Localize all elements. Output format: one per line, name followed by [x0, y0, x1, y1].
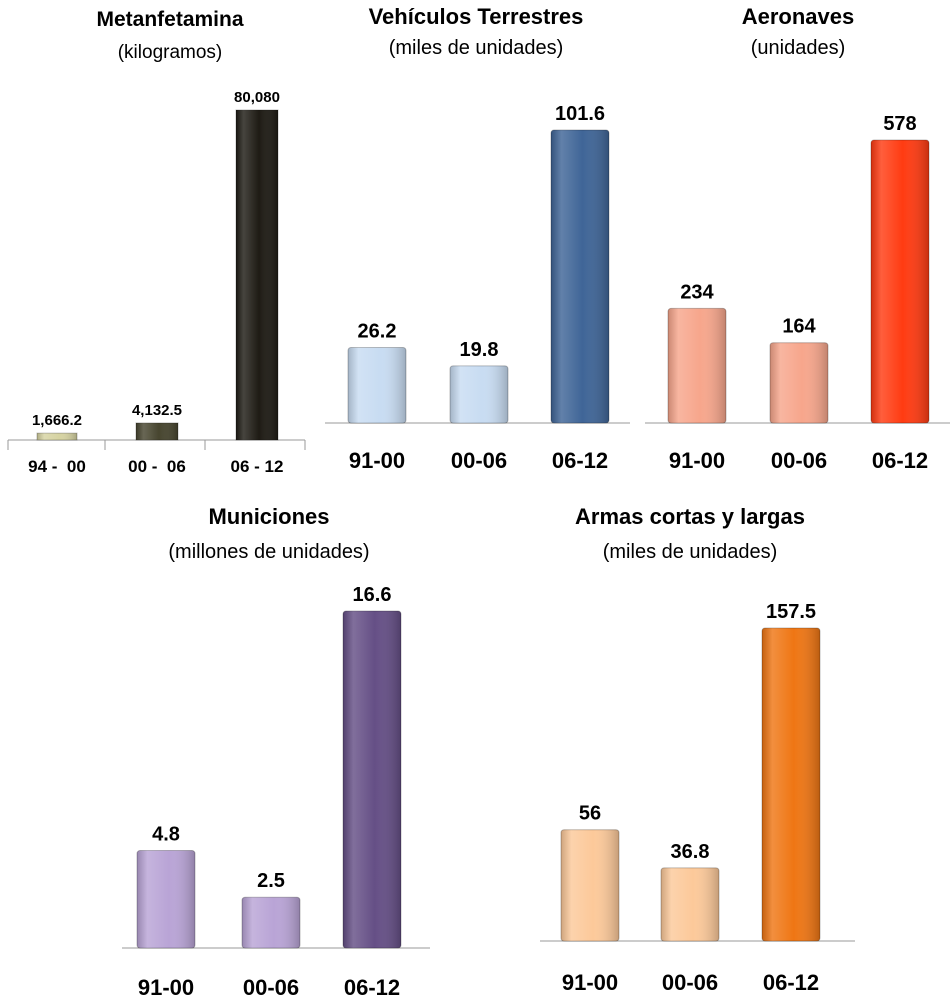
- category-label: 00-06: [243, 975, 299, 1000]
- bar-shading: [348, 347, 406, 423]
- value-label: 2.5: [257, 870, 285, 892]
- category-label: 06 - 12: [231, 457, 284, 476]
- bar-shading: [871, 140, 929, 423]
- chart-title: Vehículos Terrestres: [369, 4, 584, 29]
- bar-marks: 1,666.2 94 - 00 4,132.5 00 - 06 80,080 06 - 1…: [28, 89, 283, 476]
- value-label: 16.6: [353, 584, 392, 606]
- bar-marks: 26.2 91-00 19.8 00-06 101.6 06-12: [347, 103, 610, 473]
- category-label: 91-00: [138, 975, 194, 1000]
- bar-marks: 4.8 91-00 2.5 00-06 16.6 06-12: [136, 584, 402, 1000]
- category-label: 06-12: [872, 448, 928, 473]
- chart-title: Metanfetamina: [96, 8, 243, 31]
- chart-subtitle: (miles de unidades): [389, 37, 564, 59]
- value-label: 101.6: [555, 103, 605, 125]
- chart-municiones: Municiones (millones de unidades) 4.8 91-…: [122, 504, 430, 1000]
- chart-armas: Armas cortas y largas (miles de unidades…: [540, 504, 855, 995]
- chart-subtitle: (kilogramos): [118, 42, 223, 63]
- category-label: 06-12: [552, 448, 608, 473]
- chart-title: Armas cortas y largas: [575, 504, 805, 529]
- value-label: 157.5: [766, 601, 816, 623]
- category-label: 00-06: [451, 448, 507, 473]
- bar-shading: [343, 611, 401, 948]
- bar-shading: [37, 433, 77, 440]
- bar-shading: [551, 130, 609, 423]
- chart-aeronaves: Aeronaves (unidades) 234 91-00 164 00-06 578…: [645, 4, 950, 473]
- bar-shading: [762, 628, 820, 941]
- bar-shading: [242, 897, 300, 948]
- category-label: 00-06: [771, 448, 827, 473]
- value-label: 164: [782, 316, 816, 338]
- value-label: 80,080: [234, 89, 280, 106]
- value-label: 4,132.5: [132, 402, 182, 419]
- bar-shading: [137, 850, 195, 948]
- category-label: 00 - 06: [128, 457, 186, 476]
- category-label: 91-00: [669, 448, 725, 473]
- value-label: 578: [883, 113, 916, 135]
- value-label: 1,666.2: [32, 412, 82, 429]
- category-label: 91-00: [562, 970, 618, 995]
- value-label: 56: [579, 803, 601, 825]
- bar-marks: 234 91-00 164 00-06 578 06-12: [667, 113, 930, 473]
- bar-shading: [450, 365, 508, 423]
- chart-subtitle: (unidades): [751, 37, 846, 59]
- category-label: 00-06: [662, 970, 718, 995]
- bar-shading: [661, 867, 719, 941]
- bar-shading: [561, 829, 619, 941]
- chart-vehiculos-terrestres: Vehículos Terrestres (miles de unidades)…: [325, 4, 630, 473]
- value-label: 234: [680, 281, 714, 303]
- value-label: 19.8: [460, 339, 499, 361]
- chart-title: Aeronaves: [742, 4, 855, 29]
- chart-title: Municiones: [208, 504, 329, 529]
- value-label: 36.8: [671, 841, 710, 863]
- bar-shading: [136, 422, 178, 440]
- chart-subtitle: (millones de unidades): [168, 541, 369, 563]
- category-label: 94 - 00: [28, 457, 86, 476]
- bar-shading: [668, 308, 726, 423]
- category-label: 06-12: [763, 970, 819, 995]
- category-label: 91-00: [349, 448, 405, 473]
- value-label: 26.2: [358, 320, 397, 342]
- category-label: 06-12: [344, 975, 400, 1000]
- bar-shading: [770, 342, 828, 423]
- bar-marks: 56 91-00 36.8 00-06 157.5 06-12: [560, 601, 821, 995]
- bar-shading: [236, 110, 278, 440]
- chart-metanfetamina: Metanfetamina (kilogramos) 1,666.2 94 - 0…: [7, 8, 306, 476]
- value-label: 4.8: [152, 824, 180, 846]
- chart-subtitle: (miles de unidades): [603, 541, 778, 563]
